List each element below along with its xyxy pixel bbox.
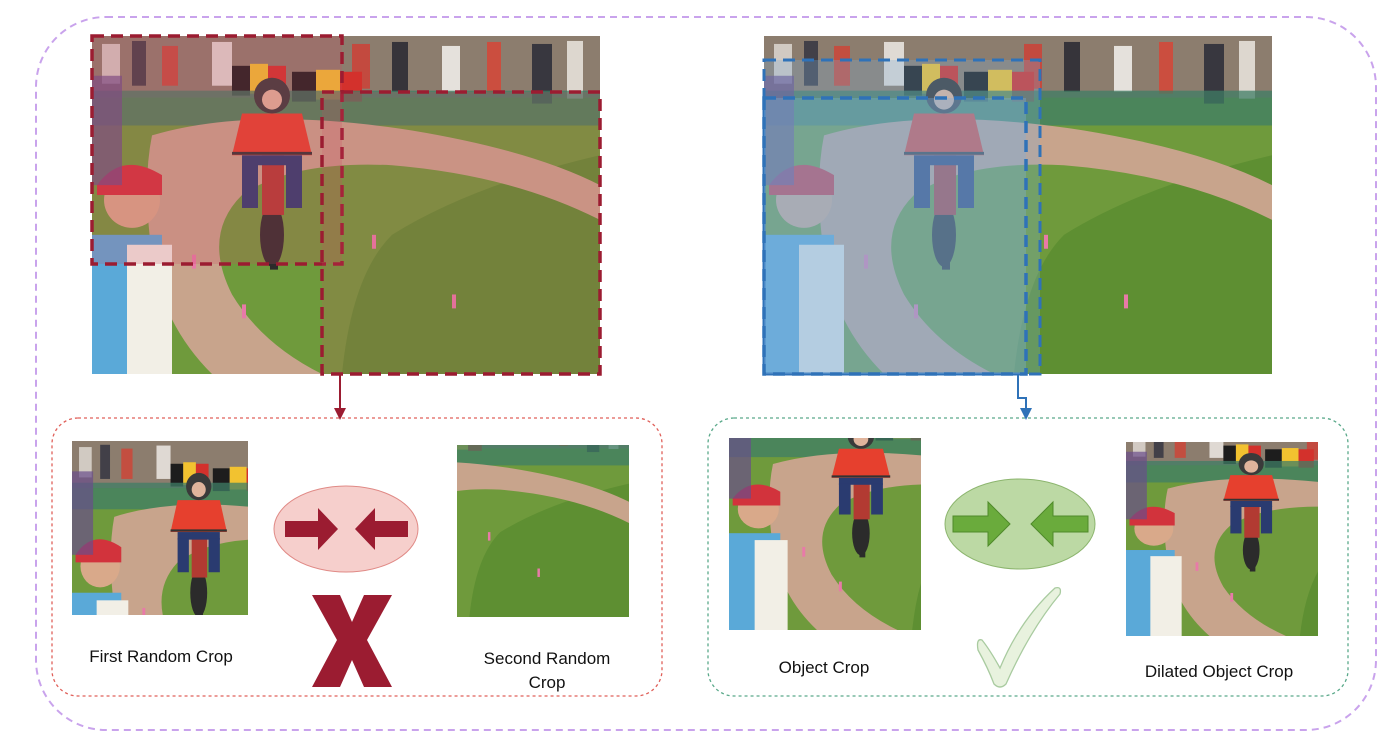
inward-arrows-icon bbox=[944, 478, 1096, 570]
second-random-crop-box bbox=[320, 90, 602, 376]
inward-arrows-icon bbox=[273, 485, 419, 573]
check-mark-icon bbox=[976, 586, 1062, 688]
outer-dashed-border bbox=[35, 16, 1377, 731]
positive-connector-arrow bbox=[1017, 374, 1032, 420]
second-random-crop-label: Second Random Crop bbox=[483, 649, 611, 692]
object-crop-box bbox=[762, 96, 1028, 376]
first-random-crop-label: First Random Crop bbox=[89, 647, 233, 666]
negative-connector-arrow bbox=[334, 374, 346, 420]
negative-pair-panel bbox=[51, 417, 663, 697]
positive-pair-panel bbox=[707, 417, 1349, 697]
dilated-object-crop-box bbox=[762, 58, 1042, 376]
object-crop-label: Object Crop bbox=[778, 658, 870, 677]
first-random-crop-box bbox=[90, 34, 344, 266]
x-mark-icon bbox=[312, 595, 392, 687]
dilated-object-crop-label: Dilated Object Crop bbox=[1144, 662, 1294, 681]
